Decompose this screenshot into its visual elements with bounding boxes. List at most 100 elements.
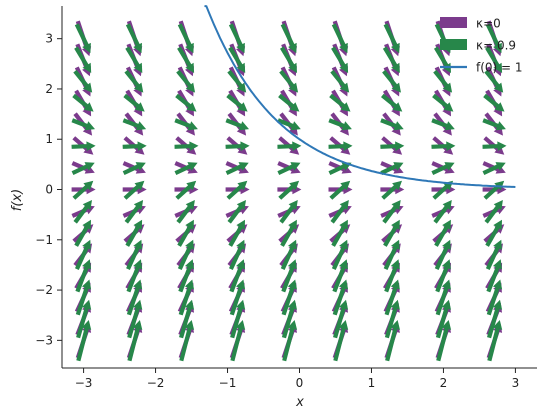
legend-item: κ=0 <box>440 17 501 31</box>
arrow <box>225 118 249 131</box>
arrow <box>482 141 507 151</box>
arrow <box>277 162 301 175</box>
arrow <box>123 93 145 112</box>
arrow <box>176 69 196 93</box>
arrow <box>127 320 143 362</box>
arrow <box>486 279 503 316</box>
arrow <box>330 69 350 93</box>
arrow <box>384 299 400 339</box>
arrow <box>126 279 143 316</box>
arrow <box>486 259 502 293</box>
legend-label: κ=0 <box>476 17 501 31</box>
arrow <box>230 320 246 362</box>
arrow <box>277 118 301 131</box>
arrow <box>228 46 246 73</box>
arrow <box>122 118 147 131</box>
arrow <box>381 93 403 112</box>
y-tick-label: 2 <box>45 82 53 96</box>
arrow <box>179 320 195 362</box>
x-tick-label: −1 <box>219 376 237 390</box>
arrow <box>76 299 92 339</box>
arrow <box>435 259 451 293</box>
x-axis-label: x <box>295 395 304 410</box>
arrow <box>329 180 351 200</box>
arrow <box>331 46 349 73</box>
arrow <box>332 259 348 293</box>
arrow <box>277 141 302 151</box>
arrow <box>482 162 506 175</box>
legend-swatch <box>440 17 467 28</box>
arrow <box>487 320 503 362</box>
arrow <box>228 23 245 54</box>
arrow <box>485 23 502 54</box>
arrow <box>125 23 142 54</box>
x-tick-label: −2 <box>147 376 165 390</box>
arrow <box>73 69 93 93</box>
arrow <box>124 200 144 224</box>
arrow <box>177 219 194 247</box>
y-tick-label: 0 <box>45 183 53 197</box>
vector-fields <box>71 20 507 362</box>
arrow <box>280 239 297 270</box>
arrow <box>484 69 504 93</box>
arrow <box>175 93 197 112</box>
vector-field-kappa-0-9 <box>71 23 507 362</box>
arrow <box>383 23 400 54</box>
arrow <box>384 259 400 293</box>
arrow <box>435 279 451 316</box>
arrow <box>328 141 353 151</box>
arrow <box>281 299 297 339</box>
arrow <box>331 23 348 54</box>
arrow <box>482 118 506 131</box>
arrow <box>125 219 143 247</box>
arrow <box>432 180 454 200</box>
arrow <box>279 200 298 224</box>
y-axis-label: f(x) <box>10 189 25 211</box>
arrow <box>382 200 401 224</box>
arrow <box>177 46 195 73</box>
arrow <box>487 299 503 339</box>
arrow <box>330 200 349 224</box>
arrow <box>332 279 349 316</box>
arrow <box>333 299 349 339</box>
arrow <box>380 118 404 131</box>
y-tick-label: −3 <box>35 333 53 347</box>
arrow <box>122 141 147 151</box>
arrow <box>433 200 452 224</box>
arrow <box>385 320 400 362</box>
arrow <box>72 180 94 200</box>
arrow <box>175 180 197 200</box>
legend-item: f(0) = 1 <box>440 61 523 75</box>
arrow <box>75 279 92 316</box>
arrow <box>178 279 194 316</box>
arrow <box>484 200 503 224</box>
arrow <box>278 93 300 112</box>
arrow <box>281 259 297 293</box>
arrow <box>75 239 91 270</box>
arrow <box>485 219 502 247</box>
arrow <box>179 299 195 339</box>
arrow <box>485 239 502 270</box>
axes: −3 −2 −1 0 1 2 3 −3 −2 −1 0 1 2 3 <box>35 6 537 390</box>
arrow <box>178 259 194 293</box>
arrow <box>483 93 505 112</box>
arrow <box>125 46 143 73</box>
arrow <box>227 69 247 93</box>
legend-item: κ= 0.9 <box>440 39 516 53</box>
arrow <box>226 180 248 200</box>
y-tick-label: −1 <box>35 233 53 247</box>
arrow <box>75 259 92 293</box>
arrow <box>123 180 145 200</box>
arrow <box>280 46 297 73</box>
arrow <box>436 320 452 362</box>
x-tick-label: −3 <box>75 376 93 390</box>
arrow <box>174 141 199 151</box>
arrow <box>431 118 455 131</box>
arrow <box>177 23 194 54</box>
legend-label: f(0) = 1 <box>476 61 523 75</box>
arrow <box>383 219 400 247</box>
arrow <box>280 23 297 54</box>
arrow <box>74 23 91 54</box>
arrow <box>127 299 143 339</box>
arrow <box>333 320 349 362</box>
